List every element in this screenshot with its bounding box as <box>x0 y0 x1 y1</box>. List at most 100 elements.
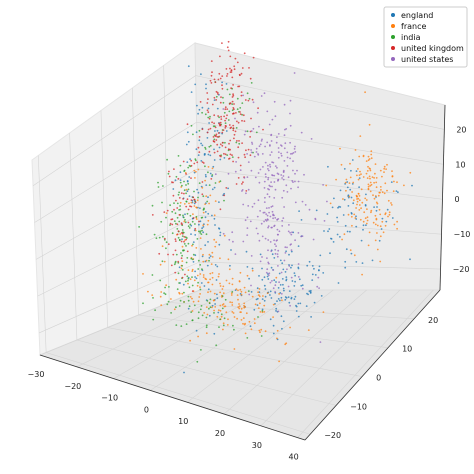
data-point <box>239 164 242 167</box>
data-point <box>280 152 282 155</box>
data-point <box>185 261 188 264</box>
data-point <box>374 195 377 197</box>
data-point <box>276 239 278 242</box>
data-point <box>222 108 225 110</box>
data-point <box>218 146 221 149</box>
data-point <box>175 175 178 178</box>
data-point <box>190 124 193 127</box>
data-point <box>166 303 169 306</box>
data-point <box>246 274 249 277</box>
data-point <box>322 311 325 313</box>
data-point <box>236 97 239 100</box>
data-point <box>219 231 222 234</box>
data-point <box>247 188 250 191</box>
data-point <box>250 82 253 84</box>
data-point <box>208 150 211 153</box>
data-point <box>376 206 378 208</box>
data-point <box>379 213 382 216</box>
y-tick-label: 20 <box>428 316 438 325</box>
data-point <box>350 169 352 172</box>
data-point <box>280 315 283 318</box>
data-point <box>311 279 314 281</box>
data-point <box>211 188 214 191</box>
data-point <box>180 240 183 243</box>
data-point <box>196 161 199 164</box>
data-point <box>201 268 203 271</box>
data-point <box>165 212 168 215</box>
data-point <box>199 237 202 240</box>
data-point <box>182 231 185 234</box>
data-point <box>160 220 163 223</box>
data-point <box>354 149 357 151</box>
data-point <box>227 187 230 190</box>
data-point <box>243 306 246 309</box>
data-point <box>173 220 176 223</box>
data-point <box>177 236 180 239</box>
data-point <box>247 290 250 292</box>
data-point <box>286 156 289 159</box>
data-point <box>151 214 154 216</box>
data-point <box>358 209 361 211</box>
data-point <box>269 281 272 284</box>
data-point <box>286 165 289 167</box>
data-point <box>356 174 358 177</box>
data-point <box>245 192 247 195</box>
data-point <box>187 282 189 285</box>
grid-line <box>100 110 363 377</box>
data-point <box>383 165 386 168</box>
data-point <box>346 181 349 183</box>
data-point <box>227 318 229 321</box>
data-point <box>235 112 237 114</box>
data-point <box>362 224 365 227</box>
data-point <box>202 224 205 227</box>
data-point <box>272 303 275 306</box>
data-point <box>258 288 261 290</box>
data-point <box>328 228 331 230</box>
data-point <box>261 267 263 270</box>
data-point <box>218 135 221 138</box>
data-point <box>195 206 198 209</box>
data-point <box>251 295 254 298</box>
data-point <box>226 108 229 110</box>
data-point <box>352 181 355 184</box>
data-point <box>229 67 231 70</box>
data-point <box>203 154 206 156</box>
data-point <box>197 196 199 199</box>
data-point <box>344 224 347 227</box>
data-point <box>167 253 169 256</box>
data-point <box>173 308 176 311</box>
data-point <box>151 204 154 207</box>
data-point <box>263 92 266 95</box>
data-point <box>237 289 239 292</box>
data-point <box>259 253 262 256</box>
data-point <box>169 204 172 207</box>
data-point <box>275 281 277 283</box>
data-point <box>375 218 378 221</box>
legend[interactable]: england france india united kingdom united s… <box>383 6 468 68</box>
data-point <box>173 263 176 266</box>
data-point <box>232 129 235 132</box>
data-point <box>183 220 186 223</box>
data-point <box>276 255 279 258</box>
data-point <box>243 177 246 179</box>
data-point <box>220 315 223 318</box>
data-point <box>336 233 339 236</box>
data-point <box>297 276 300 278</box>
data-point <box>199 230 202 233</box>
data-point <box>181 269 184 271</box>
data-point <box>169 224 171 227</box>
data-point <box>201 255 204 258</box>
data-point <box>231 283 234 286</box>
data-point <box>250 328 253 331</box>
data-point <box>374 172 376 175</box>
data-point <box>242 317 245 319</box>
data-point <box>409 171 412 174</box>
data-point <box>245 250 248 253</box>
data-point <box>198 182 201 185</box>
data-point <box>185 143 188 146</box>
data-point <box>171 232 174 235</box>
data-point <box>367 155 370 158</box>
data-point <box>201 128 204 131</box>
data-point <box>256 304 259 306</box>
data-point <box>244 99 247 101</box>
